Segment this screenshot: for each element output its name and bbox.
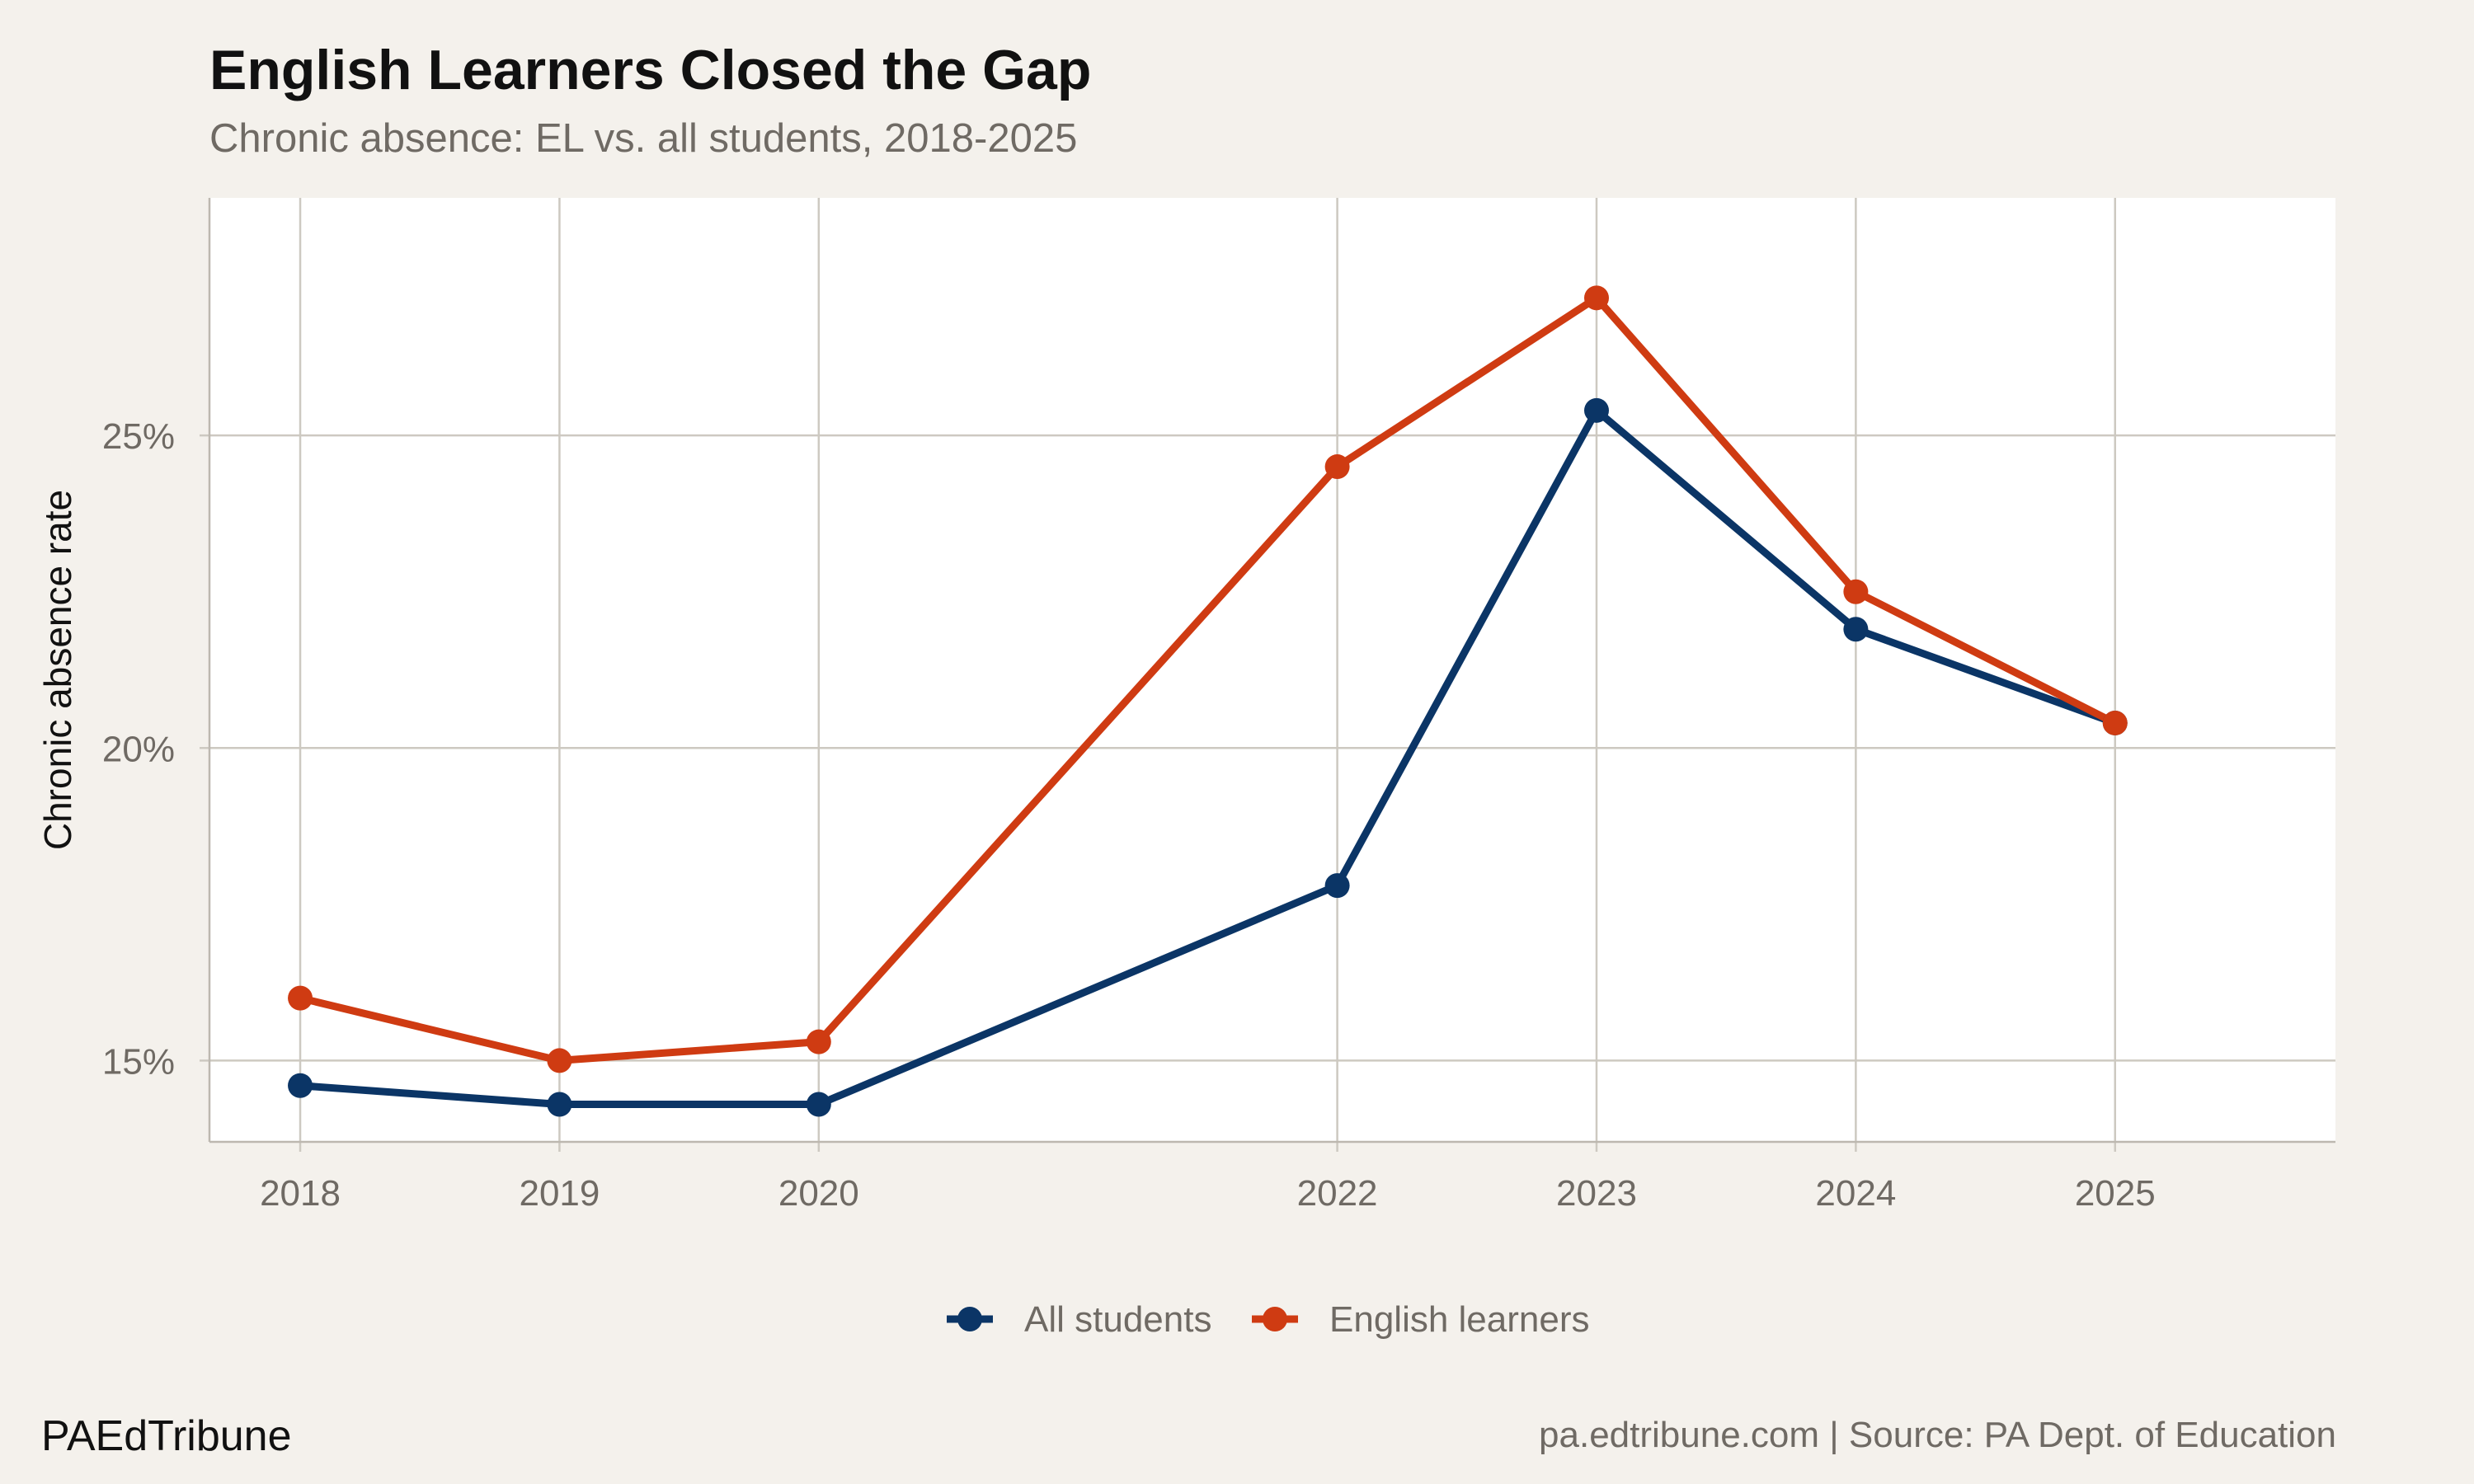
- data-point-all-students: [288, 1073, 313, 1098]
- gridlines: [209, 198, 2335, 1142]
- data-point-english-learners: [1843, 579, 1869, 604]
- data-point-english-learners: [806, 1029, 831, 1054]
- plot-panel: [209, 198, 2335, 1142]
- y-tick-label: 25%: [102, 416, 175, 457]
- axes: [200, 198, 2335, 1152]
- data-point-all-students: [1843, 617, 1869, 642]
- chart-title: English Learners Closed the Gap: [209, 39, 1092, 101]
- data-point-english-learners: [1324, 454, 1350, 480]
- plot-panel-group: [209, 198, 2335, 1142]
- chart-subtitle: Chronic absence: EL vs. all students, 20…: [209, 116, 1078, 161]
- brand-logo-text: PAEdTribune: [41, 1412, 292, 1460]
- y-tick-label: 20%: [102, 729, 175, 769]
- source-caption: pa.edtribune.com | Source: PA Dept. of E…: [1539, 1415, 2336, 1455]
- x-tick-label: 2025: [2075, 1173, 2156, 1214]
- data-point-all-students: [1324, 873, 1350, 899]
- legend-marker-all-students: [957, 1307, 982, 1331]
- x-tick-label: 2019: [519, 1173, 600, 1214]
- x-tick-label: 2024: [1815, 1173, 1896, 1214]
- y-axis-label: Chronic absence rate: [36, 490, 79, 850]
- legend-label-all-students: All students: [1024, 1299, 1211, 1340]
- legend-marker-english-learners: [1263, 1307, 1287, 1331]
- x-tick-label: 2020: [778, 1173, 859, 1214]
- data-point-all-students: [806, 1092, 831, 1117]
- series-layer: [288, 285, 2128, 1117]
- data-point-english-learners: [547, 1048, 572, 1073]
- data-point-all-students: [1583, 397, 1609, 423]
- data-point-english-learners: [1583, 285, 1609, 311]
- legend-label-english-learners: English learners: [1329, 1299, 1590, 1340]
- legend: All students English learners: [947, 1299, 1590, 1340]
- tick-labels: 2018 2019 2020 2022 2023 2024 2025 15% 20% 25%: [102, 416, 2156, 1214]
- x-tick-label: 2018: [260, 1173, 341, 1214]
- x-tick-label: 2022: [1297, 1173, 1378, 1214]
- x-tick-label: 2023: [1556, 1173, 1637, 1214]
- y-tick-label: 15%: [102, 1041, 175, 1082]
- data-point-all-students: [547, 1092, 572, 1117]
- data-point-english-learners: [288, 985, 313, 1011]
- data-point-english-learners: [2102, 710, 2128, 735]
